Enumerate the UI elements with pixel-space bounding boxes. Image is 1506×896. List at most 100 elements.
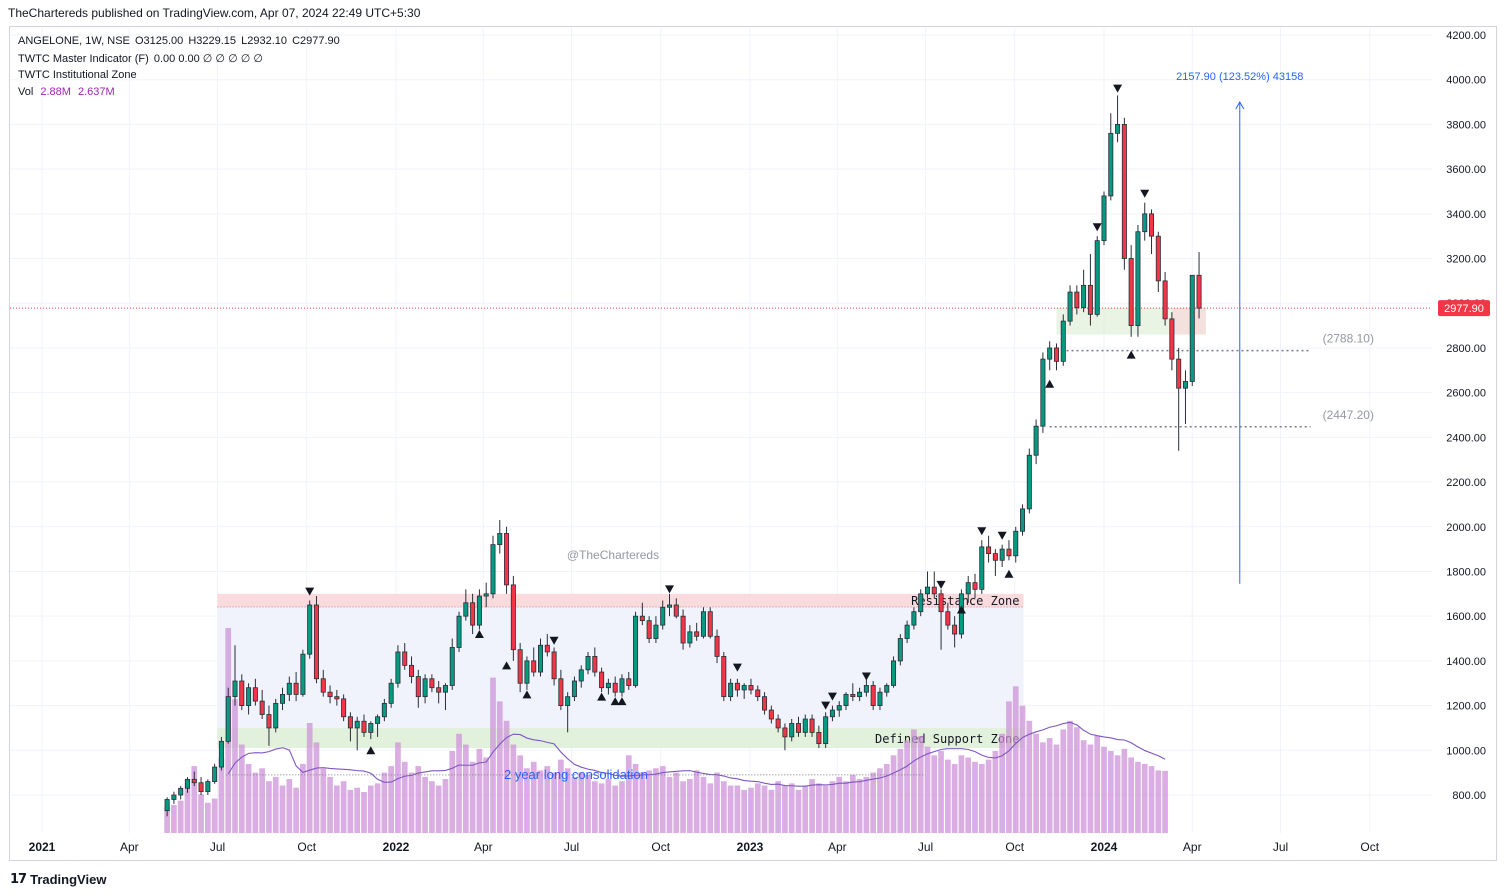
candle-up <box>660 606 666 626</box>
time-tick-label: Jul <box>210 840 225 854</box>
candle-up <box>354 720 360 729</box>
candle-down <box>952 624 958 635</box>
volume-bar <box>232 699 238 833</box>
price-tick-label: 1000.00 <box>1446 745 1486 757</box>
candle-down <box>334 696 340 700</box>
candle-down <box>1087 284 1093 315</box>
time-tick-label: Apr <box>828 840 847 854</box>
legend-indicator-zone[interactable]: TWTC Institutional Zone <box>18 69 137 81</box>
candle-up <box>999 548 1005 561</box>
price-tick-label: 2200.00 <box>1446 477 1486 489</box>
volume-bar <box>965 757 972 833</box>
time-tick-label: 2024 <box>1091 840 1118 854</box>
volume-bar <box>938 751 944 833</box>
time-tick-label: Oct <box>1005 840 1024 854</box>
candle-up <box>456 615 462 648</box>
volume-bar <box>972 761 978 833</box>
marker-up <box>1004 569 1014 578</box>
footer-brand[interactable]: 𝟭𝟳 TradingView <box>10 871 106 887</box>
volume-bar <box>483 757 490 833</box>
volume-bar <box>639 772 646 833</box>
volume-bar <box>1040 742 1046 833</box>
volume-bar <box>985 759 992 833</box>
volume-bar <box>822 785 829 833</box>
price-tick-label: 2600.00 <box>1446 388 1486 400</box>
volume-bar <box>286 779 293 833</box>
publisher-header: TheChartereds published on TradingView.c… <box>8 6 421 20</box>
volume-bar <box>1019 705 1026 833</box>
price-tick-label: 3600.00 <box>1446 164 1486 176</box>
candle-down <box>1128 258 1134 326</box>
candle-down <box>1053 347 1059 362</box>
volume-bar <box>1107 751 1114 833</box>
volume-bar <box>992 751 999 833</box>
volume-bar <box>1067 720 1073 833</box>
candle-down <box>748 685 754 691</box>
candle-down <box>470 602 476 626</box>
price-tick-label: 2000.00 <box>1446 522 1486 534</box>
volume-label: Vol <box>18 86 34 98</box>
volume-bar <box>591 781 598 833</box>
candle-up <box>897 638 903 662</box>
candle-up <box>395 651 401 684</box>
volume-bar <box>693 770 700 833</box>
price-tick-label: 800.00 <box>1452 790 1486 802</box>
volume-bar <box>1073 727 1080 833</box>
volume-bar <box>361 792 367 833</box>
volume-bar <box>204 802 211 833</box>
measure-arrowhead <box>1235 101 1245 110</box>
time-tick-label: Oct <box>297 840 316 854</box>
volume-bar <box>401 761 408 833</box>
candle-down <box>816 732 822 744</box>
candle-up <box>368 723 374 733</box>
candle-up <box>538 644 544 673</box>
volume-bar <box>245 763 252 833</box>
legend-indicator-master[interactable]: TWTC Master Indicator (F) 0.00 0.00 ∅ ∅ … <box>18 52 263 65</box>
zone-label-resistance: Resistance Zone <box>911 594 1019 608</box>
candle-up <box>1020 508 1026 532</box>
candle-up <box>1060 320 1066 362</box>
volume-bar <box>924 746 931 833</box>
candle-up <box>307 604 313 655</box>
volume-bar <box>469 761 476 833</box>
volume-bar <box>259 768 266 833</box>
candle-up <box>884 685 890 693</box>
candle-up <box>171 794 177 800</box>
marker-up <box>597 692 607 701</box>
legend-symbol-row[interactable]: ANGELONE, 1W, NSE O3125.00 H3229.15 L293… <box>18 35 340 47</box>
candle-down <box>1149 213 1155 237</box>
volume-bar <box>856 779 863 833</box>
candle-up <box>619 678 625 693</box>
candle-down <box>551 651 557 680</box>
marker-up <box>610 697 620 706</box>
candle-down <box>1006 548 1012 557</box>
candle-up <box>578 669 584 682</box>
volume-bar <box>700 776 707 833</box>
volume-bar <box>171 804 177 833</box>
volume-bar <box>775 781 781 833</box>
marker-up <box>617 697 627 706</box>
zone-consolidation <box>217 607 1024 728</box>
candle-down <box>592 656 598 673</box>
candle-up <box>1142 213 1148 233</box>
candle-up <box>497 533 503 546</box>
candle-up <box>483 593 489 597</box>
price-tick-label: 3200.00 <box>1446 254 1486 266</box>
legend-volume[interactable]: Vol 2.88M 2.637M <box>18 86 115 98</box>
candle-down <box>938 593 944 613</box>
marker-up <box>474 630 484 639</box>
volume-bar <box>1087 744 1094 833</box>
volume-bar <box>605 779 612 833</box>
volume-bar <box>388 766 395 833</box>
volume-bar <box>1046 738 1053 833</box>
volume-bar <box>1101 746 1107 833</box>
marker-down <box>977 527 987 536</box>
candle-down <box>1155 235 1161 282</box>
volume-bar <box>714 772 720 833</box>
candle-up <box>1189 274 1195 382</box>
marker-down <box>821 701 831 710</box>
candle-up <box>1094 240 1100 315</box>
volume-bar <box>748 787 754 833</box>
volume-bar <box>1033 733 1039 833</box>
